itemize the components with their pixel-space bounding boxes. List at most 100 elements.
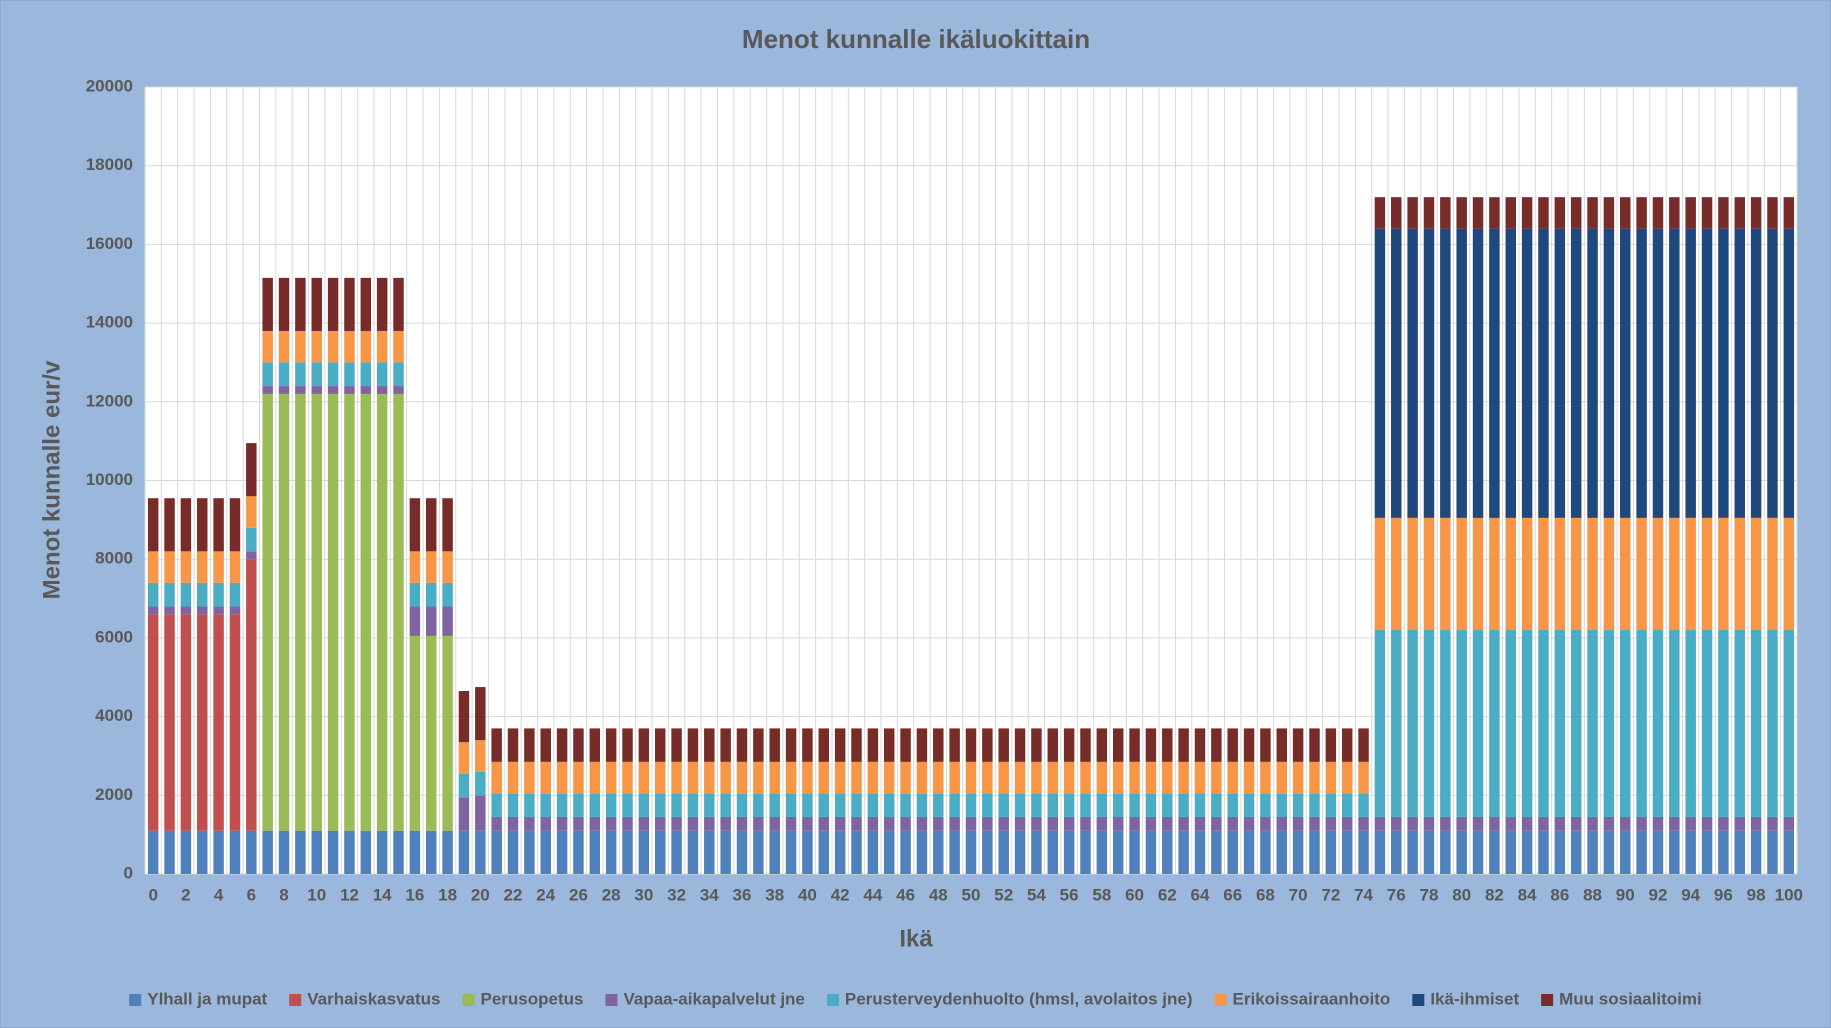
bar-segment	[1456, 830, 1467, 874]
bar-segment	[687, 793, 699, 817]
bar-segment	[1734, 197, 1745, 229]
legend-label: Varhaiskasvatus	[307, 989, 440, 1008]
bar-segment	[1440, 830, 1451, 874]
bar-segment	[638, 830, 650, 874]
y-tick-label: 14000	[86, 313, 133, 332]
bar-segment	[1129, 793, 1140, 817]
bar-segment	[1014, 816, 1026, 831]
bar-segment	[1554, 197, 1566, 229]
bar-segment	[278, 277, 290, 331]
bar-segment	[1325, 830, 1337, 874]
bar-segment	[720, 761, 731, 794]
bar-segment	[1505, 517, 1516, 631]
x-tick-label: 60	[1125, 885, 1144, 904]
bar-segment	[1423, 197, 1435, 229]
bar-segment	[736, 728, 748, 762]
bar-segment	[1063, 816, 1075, 831]
x-tick-label: 22	[504, 885, 523, 904]
bar-segment	[1014, 761, 1026, 794]
bar-segment	[1472, 816, 1484, 831]
bar-segment	[834, 816, 846, 831]
bar-segment	[982, 793, 993, 817]
bar-segment	[1750, 197, 1762, 229]
bar-segment	[1570, 517, 1582, 631]
bar-segment	[736, 793, 748, 817]
bar-segment	[147, 498, 159, 552]
bar-segment	[1718, 830, 1729, 874]
bar-segment	[1701, 830, 1713, 874]
bar-segment	[1423, 228, 1435, 518]
bar-segment	[1603, 517, 1615, 631]
bar-segment	[1063, 830, 1075, 874]
legend-swatch	[129, 994, 142, 1006]
bar-segment	[654, 728, 666, 762]
bar-segment	[949, 793, 960, 817]
bar-segment	[1358, 793, 1369, 817]
bar-segment	[933, 816, 944, 831]
bar-segment	[916, 816, 928, 831]
bar-segment	[589, 830, 601, 874]
x-tick-label: 0	[148, 885, 157, 904]
bar-segment	[1031, 761, 1042, 794]
bar-segment	[883, 728, 895, 762]
bar-segment	[197, 830, 208, 874]
bar-segment	[1603, 816, 1615, 831]
bar-segment	[1652, 197, 1664, 229]
bar-segment	[507, 830, 519, 874]
bar-segment	[1750, 630, 1762, 817]
bar-segment	[475, 795, 486, 831]
bar-segment	[360, 362, 372, 387]
bar-segment	[1276, 816, 1288, 831]
bar-segment	[393, 830, 404, 874]
bar-segment	[295, 362, 306, 387]
bar-segment	[1407, 228, 1418, 518]
bar-segment	[442, 498, 453, 552]
bar-segment	[1112, 816, 1124, 831]
bar-segment	[769, 761, 780, 794]
bar-segment	[1047, 793, 1059, 817]
x-tick-label: 98	[1747, 885, 1766, 904]
bar-segment	[818, 761, 830, 794]
bar-segment	[605, 728, 617, 762]
bar-segment	[1391, 816, 1402, 831]
bar-segment	[1505, 830, 1516, 874]
legend-label: Ylhall ja mupat	[147, 989, 267, 1008]
bar-segment	[1423, 630, 1435, 817]
bar-segment	[802, 816, 813, 831]
x-tick-label: 34	[700, 885, 719, 904]
bar-segment	[1636, 630, 1647, 817]
bar-segment	[246, 527, 257, 552]
bar-segment	[982, 728, 993, 762]
x-tick-label: 66	[1223, 885, 1242, 904]
bar-segment	[491, 728, 502, 762]
bar-segment	[1489, 816, 1500, 831]
bar-segment	[1391, 630, 1402, 817]
bar-segment	[360, 330, 372, 363]
bar-segment	[213, 830, 224, 874]
bar-segment	[1636, 830, 1647, 874]
bar-segment	[180, 614, 192, 831]
bar-segment	[654, 830, 666, 874]
x-axis-label: Ikä	[899, 925, 933, 952]
bar-segment	[426, 551, 437, 583]
bar-segment	[376, 277, 388, 331]
x-tick-label: 24	[536, 885, 555, 904]
x-tick-label: 54	[1027, 885, 1046, 904]
bar-segment	[1080, 728, 1091, 762]
bar-segment	[687, 816, 699, 831]
bar-segment	[1783, 816, 1795, 831]
bar-segment	[1260, 793, 1271, 817]
bar-segment	[1734, 816, 1745, 831]
bar-segment	[229, 551, 241, 583]
x-tick-label: 28	[602, 885, 621, 904]
bar-segment	[327, 393, 339, 831]
bar-segment	[687, 761, 699, 794]
bar-segment	[360, 277, 372, 331]
bar-segment	[1456, 517, 1467, 631]
bar-segment	[1162, 761, 1173, 794]
bar-segment	[916, 761, 928, 794]
x-tick-label: 88	[1583, 885, 1602, 904]
bar-segment	[1620, 830, 1631, 874]
bar-segment	[834, 830, 846, 874]
legend-swatch	[1412, 994, 1425, 1006]
